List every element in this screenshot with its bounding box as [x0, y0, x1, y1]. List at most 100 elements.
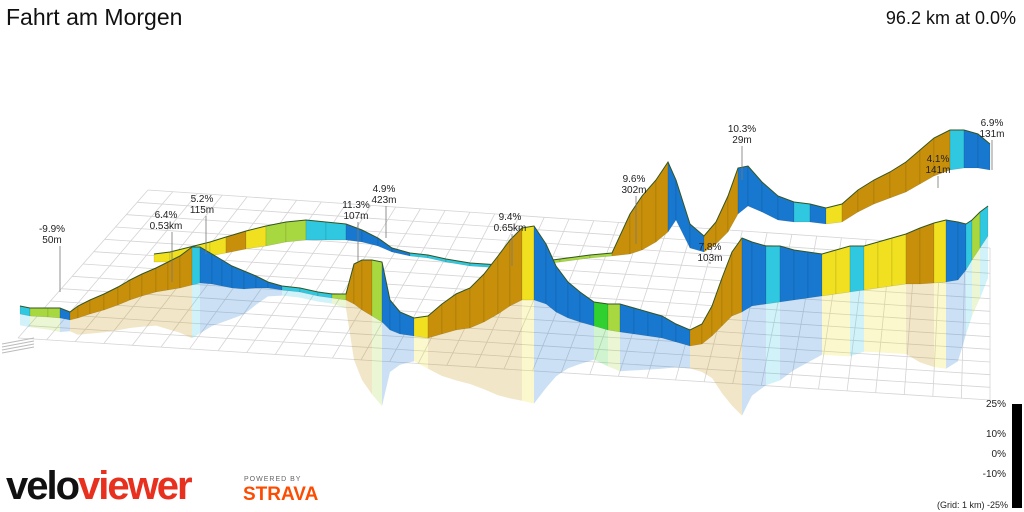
annotation-length: 131m [979, 129, 1004, 140]
reflection-segment [156, 290, 168, 330]
profile-wall-segment [427, 303, 443, 339]
grid-line-depth [61, 288, 991, 350]
profile-wall-segment [129, 273, 143, 301]
profile-wall-segment [849, 245, 865, 293]
scale-mark [1, 337, 35, 345]
profile-wall-segment [619, 303, 635, 335]
profile-wall-segment [751, 241, 767, 307]
annotation-length: 302m [621, 185, 646, 196]
reflection-segment [20, 314, 30, 328]
reflection-segment [742, 306, 752, 416]
gradient-legend-bar [1012, 404, 1022, 508]
profile-wall-segment [715, 195, 729, 245]
reflection-segment [222, 286, 232, 323]
reflection-segment [906, 284, 920, 363]
profile-wall-segment [727, 167, 739, 233]
reflection-segment [382, 322, 390, 406]
annotation-grade: 9.6% [623, 174, 646, 185]
reflection-segment [556, 312, 568, 377]
reflection-segment [400, 334, 414, 365]
chart-title: Fahrt am Morgen [6, 4, 183, 30]
annotation-length: 50m [42, 235, 61, 246]
reflection-segment [256, 288, 268, 305]
profile-wall-segment [469, 273, 485, 329]
reflection-segment [70, 318, 78, 335]
reflection-segment [836, 292, 850, 357]
reflection-segment [608, 330, 620, 372]
annotation-length: 29m [732, 135, 751, 146]
reflection-segment [232, 288, 244, 319]
profile-walls [19, 129, 991, 347]
profile-wall-segment [667, 161, 677, 233]
legend-label-25: 25% [985, 399, 1006, 410]
reflection-segment [60, 318, 70, 332]
profile-top-edge [19, 205, 989, 331]
distance-summary: 96.2 km at 0.0% [885, 8, 1016, 28]
reflection-segment [362, 310, 372, 395]
reflection-segment [850, 290, 864, 357]
annotation-grade: 11.3% [342, 200, 370, 211]
grid-line-depth [147, 189, 991, 249]
veloviewer-logo: veloviewer [6, 464, 193, 509]
profile-wall-segment [963, 129, 979, 169]
reflection-segment [498, 306, 510, 399]
reflection-segment [634, 334, 648, 371]
profile-wall-segment [399, 311, 415, 337]
reflection-segment [752, 304, 766, 396]
reflection-segment [780, 300, 794, 381]
profile-wall-segment [633, 307, 649, 337]
reflection-segment [594, 326, 608, 367]
reflection-segment [958, 270, 966, 362]
annotation-length: 103m [697, 253, 722, 264]
profile-wall-segment [455, 287, 471, 331]
annotation-grade: 6.4% [155, 210, 178, 221]
reflection-segment [456, 328, 470, 384]
reflection-segment [90, 310, 104, 334]
reflection-segment [722, 316, 732, 406]
annotation-length: 141m [925, 165, 950, 176]
annotation-length: 115m [190, 205, 214, 216]
grid-note: (Grid: 1 km) -25% [936, 500, 1008, 510]
annotation-length: 107m [343, 211, 368, 222]
annotation-grade: 5.2% [191, 194, 214, 205]
reflection-segment [212, 284, 222, 326]
reflection-segment [712, 326, 722, 394]
reflection-segment [78, 314, 90, 335]
reflection-segment [648, 336, 662, 370]
reflection-segment [442, 330, 456, 381]
profile-wall-segment [863, 241, 879, 291]
reflection-segment [104, 305, 118, 333]
profile-wall-segment [497, 239, 511, 315]
reflection-segment [470, 322, 484, 390]
reflection-segment [390, 330, 400, 372]
profile-wall-segment [371, 259, 383, 323]
profile-wall-segment [933, 219, 947, 284]
reflection-segment [878, 286, 892, 354]
annotation-grade: 4.1% [927, 154, 950, 165]
profile-wall-segment [191, 246, 201, 286]
reflection-segment [534, 300, 546, 404]
reflection-segment [690, 344, 702, 372]
profile-wall-segment [305, 219, 327, 241]
profile-wall-segment [777, 195, 795, 223]
profile-wall-segment [441, 293, 457, 335]
annotation-grade: 10.3% [728, 124, 756, 135]
profile-wall-segment [361, 259, 373, 317]
profile-wall-segment [655, 161, 669, 243]
reflection-segment [200, 283, 212, 334]
reflection-segment [318, 296, 332, 304]
reflection-segment [864, 288, 878, 353]
profile-wall-segment [155, 261, 169, 293]
profile-wall-segment [141, 267, 157, 297]
grid-line-depth [39, 312, 991, 376]
profile-wall-segment [593, 301, 609, 331]
profile-wall-segment [949, 129, 965, 171]
grid-line-depth [28, 325, 991, 388]
reflection-segment [372, 316, 382, 406]
reflection-segment [522, 300, 534, 404]
profile-wall-segment [747, 165, 763, 213]
reflection-segment [972, 248, 980, 316]
reflection-segment [822, 294, 836, 356]
